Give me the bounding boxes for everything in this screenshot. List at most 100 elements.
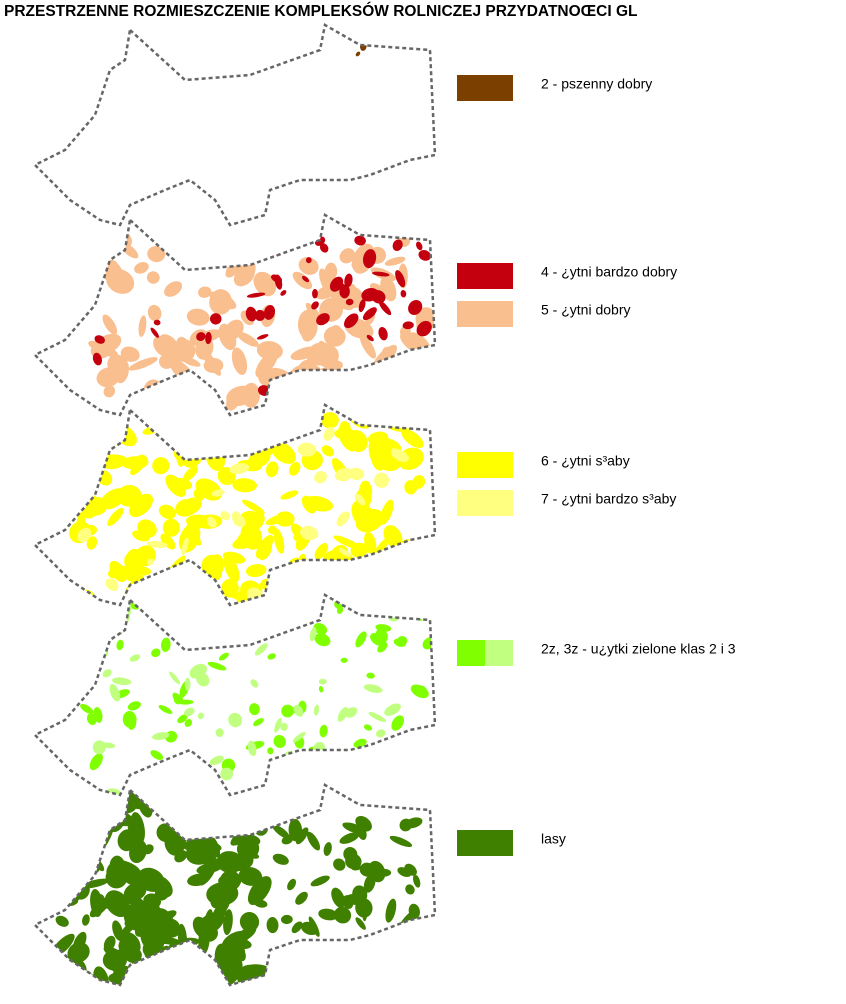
land-patch (174, 575, 187, 587)
land-patch (338, 424, 358, 452)
land-patch (339, 284, 350, 299)
land-patch (183, 811, 196, 827)
land-patch (150, 327, 159, 338)
land-patch (323, 426, 335, 441)
land-patch (323, 326, 346, 347)
land-patch (152, 732, 170, 740)
land-patch (94, 335, 105, 344)
land-patch (355, 580, 370, 597)
land-patch (267, 653, 276, 660)
land-patch (76, 422, 95, 441)
land-patch (309, 569, 332, 582)
land-patch (238, 415, 252, 438)
land-patch (198, 286, 212, 298)
land-patch (109, 683, 121, 702)
legend-label: 5 - ¿ytni dobry (541, 302, 630, 318)
land-patch (206, 787, 220, 795)
land-patch (263, 304, 276, 320)
land-patch (77, 650, 84, 663)
land-patch (81, 914, 90, 926)
legend-swatch (457, 263, 513, 289)
land-patch (363, 684, 383, 694)
land-patch (169, 671, 181, 685)
land-patch (395, 270, 406, 288)
land-patch (116, 639, 124, 651)
legend-label: 6 - ¿ytni s³aby (541, 453, 630, 469)
land-patch (102, 314, 118, 335)
land-patch (418, 597, 432, 605)
land-patch (345, 853, 362, 870)
land-patch (391, 370, 418, 389)
land-patch (165, 415, 182, 441)
land-patch (390, 779, 402, 790)
land-patch (94, 411, 113, 415)
legend-swatch (457, 452, 513, 478)
land-patch (365, 746, 385, 757)
land-patch (247, 740, 257, 757)
land-patch (107, 508, 124, 527)
land-patch (371, 390, 394, 413)
land-patch (363, 724, 373, 731)
land-patch (376, 729, 386, 738)
land-patch (415, 732, 430, 742)
land-patch (215, 728, 224, 737)
legend-swatch (457, 830, 513, 856)
land-patch (239, 612, 253, 621)
land-patch (201, 799, 220, 813)
land-patch (183, 466, 198, 482)
land-patch (340, 657, 348, 663)
land-patch (376, 741, 387, 754)
land-patch (109, 855, 126, 879)
land-patch (158, 504, 177, 520)
land-patch (351, 501, 371, 529)
land-patch (362, 307, 377, 321)
land-patch (288, 461, 301, 476)
land-patch (318, 908, 338, 921)
land-patch (105, 578, 119, 591)
land-patch (323, 842, 332, 856)
land-patch (80, 703, 94, 715)
land-patch (408, 372, 428, 397)
land-patch (356, 557, 375, 582)
land-patch (174, 600, 186, 619)
land-patch (147, 245, 166, 263)
land-patch (386, 549, 399, 570)
land-patch (94, 894, 128, 909)
land-patch (75, 829, 88, 846)
land-patch (249, 703, 260, 716)
land-patch (207, 244, 229, 265)
land-patch (242, 499, 265, 514)
land-patch (68, 589, 95, 605)
land-patch (308, 916, 320, 937)
land-patch (372, 564, 381, 588)
land-patch (334, 392, 347, 404)
land-patch (355, 395, 388, 415)
land-patch (355, 631, 367, 648)
land-patch (196, 332, 206, 342)
land-patch (162, 792, 179, 820)
land-patch (134, 262, 149, 274)
land-patch (59, 829, 73, 844)
land-patch (177, 714, 188, 724)
land-patch (359, 482, 373, 500)
land-patch (271, 274, 283, 283)
land-patch (325, 389, 350, 411)
land-patch (397, 636, 408, 646)
land-patch (231, 511, 242, 525)
land-patch (266, 917, 279, 934)
land-patch (188, 810, 218, 836)
land-patch (211, 489, 225, 497)
land-patch (373, 402, 395, 415)
land-patch (374, 472, 390, 488)
land-patch (80, 878, 110, 889)
land-patch (297, 442, 317, 457)
land-patch (267, 747, 274, 755)
land-patch (204, 582, 217, 595)
land-patch (72, 931, 87, 953)
land-patch (278, 566, 292, 575)
legend-label: 4 - ¿ytni bardzo dobry (541, 264, 677, 280)
land-patch (389, 387, 420, 411)
land-patch (80, 791, 97, 807)
land-patch (238, 867, 263, 886)
land-patch (254, 820, 269, 836)
